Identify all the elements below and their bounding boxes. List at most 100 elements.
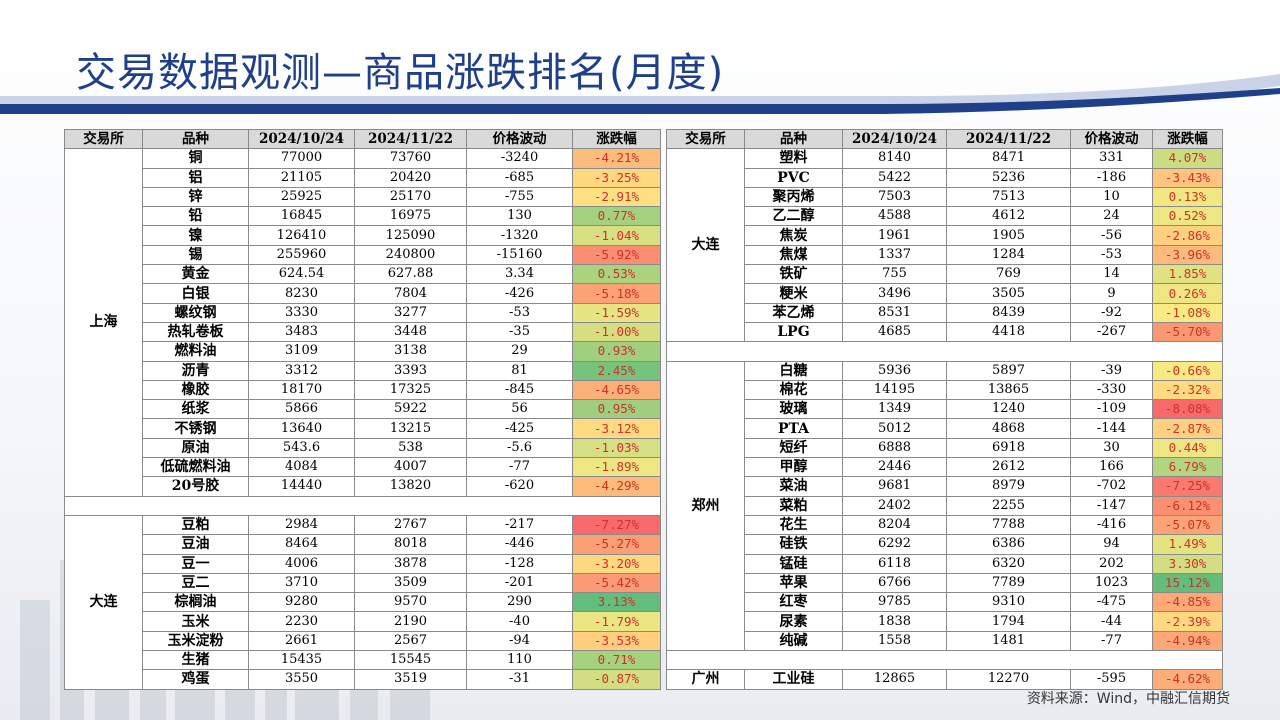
product-cell: 玻璃 [744,399,843,420]
pct-change-cell: -0.87% [572,669,661,690]
price-change-cell: -53 [466,302,573,323]
header-exchange: 交易所 [64,128,143,150]
price-change-cell: -3240 [466,148,573,169]
header-date1: 2024/10/24 [248,128,355,150]
price-change-cell: -31 [466,669,573,690]
price-change-cell: 202 [1070,553,1153,574]
price-change-cell: -147 [1070,495,1153,516]
table-row: 铝 21105 20420 -685 -3.25% [65,167,661,188]
pct-change-cell: -4.21% [572,148,661,169]
left-commodity-table: 交易所 品种 2024/10/24 2024/11/22 价格波动 涨跌幅 上海… [64,128,661,690]
price-change-cell: 30 [1070,437,1153,459]
price-change-cell: 130 [466,206,573,227]
price-date2-cell: 1905 [946,225,1071,246]
product-cell: 豆二 [142,572,249,594]
pct-change-cell: 0.53% [572,264,661,285]
price-change-cell: -217 [466,514,573,536]
table-row: 苯乙烯 8531 8439 -92 -1.08% [667,302,1223,323]
pct-change-cell: -2.91% [572,186,661,208]
price-change-cell: -595 [1070,669,1153,690]
pct-change-cell: 0.44% [1152,437,1223,459]
price-change-cell: -416 [1070,514,1153,536]
table-row: 乙二醇 4588 4612 24 0.52% [667,206,1223,227]
price-change-cell: -40 [466,611,573,632]
table-row: 锡 255960 240800 -15160 -5.92% [65,244,661,266]
pct-change-cell: -4.62% [1152,669,1223,690]
product-cell: 甲醇 [744,457,843,478]
pct-change-cell: -3.96% [1152,244,1223,266]
price-date1-cell: 3109 [248,341,355,362]
price-date1-cell: 18170 [248,379,355,401]
product-cell: LPG [744,321,843,343]
header-product: 品种 [744,128,843,150]
pct-change-cell: -2.32% [1152,379,1223,401]
price-change-cell: 10 [1070,186,1153,208]
table-row: 玻璃 1349 1240 -109 -8.08% [667,399,1223,420]
table-row: 沥青 3312 3393 81 2.45% [65,360,661,381]
price-date1-cell: 16845 [248,206,355,227]
price-date1-cell: 4084 [248,457,355,478]
pct-change-cell: 15.12% [1152,572,1223,594]
price-date2-cell: 1794 [946,611,1071,632]
price-date2-cell: 7804 [354,283,467,304]
product-cell: 白糖 [744,360,843,381]
table-row: 锌 25925 25170 -755 -2.91% [65,186,661,208]
product-cell: 棉花 [744,379,843,401]
price-date1-cell: 1558 [842,630,947,652]
table-row: PVC 5422 5236 -186 -3.43% [667,167,1223,188]
table-row: 棕榈油 9280 9570 290 3.13% [65,592,661,613]
pct-change-cell: 0.77% [572,206,661,227]
table-row: 菜油 9681 8979 -702 -7.25% [667,476,1223,497]
table-row: 鸡蛋 3550 3519 -31 -0.87% [65,669,661,690]
price-change-cell: -267 [1070,321,1153,343]
pct-change-cell: -1.03% [572,437,661,459]
price-change-cell: 166 [1070,457,1153,478]
table-row: 焦炭 1961 1905 -56 -2.86% [667,225,1223,246]
price-change-cell: 110 [466,650,573,671]
right-commodity-table: 交易所 品种 2024/10/24 2024/11/22 价格波动 涨跌幅 大连… [666,128,1223,690]
product-cell: 铜 [142,148,249,169]
pct-change-cell: 0.95% [572,399,661,420]
price-date1-cell: 6292 [842,534,947,555]
price-change-cell: -620 [466,476,573,497]
pct-change-cell: -1.00% [572,321,661,343]
price-date2-cell: 2567 [354,630,467,652]
pct-change-cell: -8.08% [1152,399,1223,420]
price-date1-cell: 3550 [248,669,355,690]
pct-change-cell: -5.42% [572,572,661,594]
table-row: 玉米 2230 2190 -40 -1.79% [65,611,661,632]
product-cell: 热轧卷板 [142,321,249,343]
pct-change-cell: -5.27% [572,534,661,555]
product-cell: PVC [744,167,843,188]
price-date2-cell: 6386 [946,534,1071,555]
pct-change-cell: -2.87% [1152,418,1223,439]
table-row: 苹果 6766 7789 1023 15.12% [667,572,1223,594]
exchange-cell: 郑州 [666,360,745,652]
price-change-cell: 1023 [1070,572,1153,594]
price-date1-cell: 8140 [842,148,947,169]
price-date2-cell: 5922 [354,399,467,420]
pct-change-cell: 6.79% [1152,457,1223,478]
price-change-cell: -330 [1070,379,1153,401]
price-date1-cell: 8230 [248,283,355,304]
product-cell: 不锈钢 [142,418,249,439]
table-row: 黄金 624.54 627.88 3.34 0.53% [65,264,661,285]
price-change-cell: -426 [466,283,573,304]
header-price-change: 价格波动 [1070,128,1153,150]
price-date2-cell: 4007 [354,457,467,478]
product-cell: 生猪 [142,650,249,671]
price-date1-cell: 8204 [842,514,947,536]
group-separator-row [666,341,1223,362]
table-header-row: 交易所 品种 2024/10/24 2024/11/22 价格波动 涨跌幅 [64,128,661,150]
price-change-cell: -685 [466,167,573,188]
price-date2-cell: 12270 [946,669,1071,690]
price-date2-cell: 1481 [946,630,1071,652]
price-change-cell: -35 [466,321,573,343]
table-row: 豆一 4006 3878 -128 -3.20% [65,553,661,574]
product-cell: 锌 [142,186,249,208]
price-date2-cell: 8439 [946,302,1071,323]
price-date2-cell: 16975 [354,206,467,227]
table-row: 焦煤 1337 1284 -53 -3.96% [667,244,1223,266]
price-date1-cell: 6888 [842,437,947,459]
price-date2-cell: 9570 [354,592,467,613]
